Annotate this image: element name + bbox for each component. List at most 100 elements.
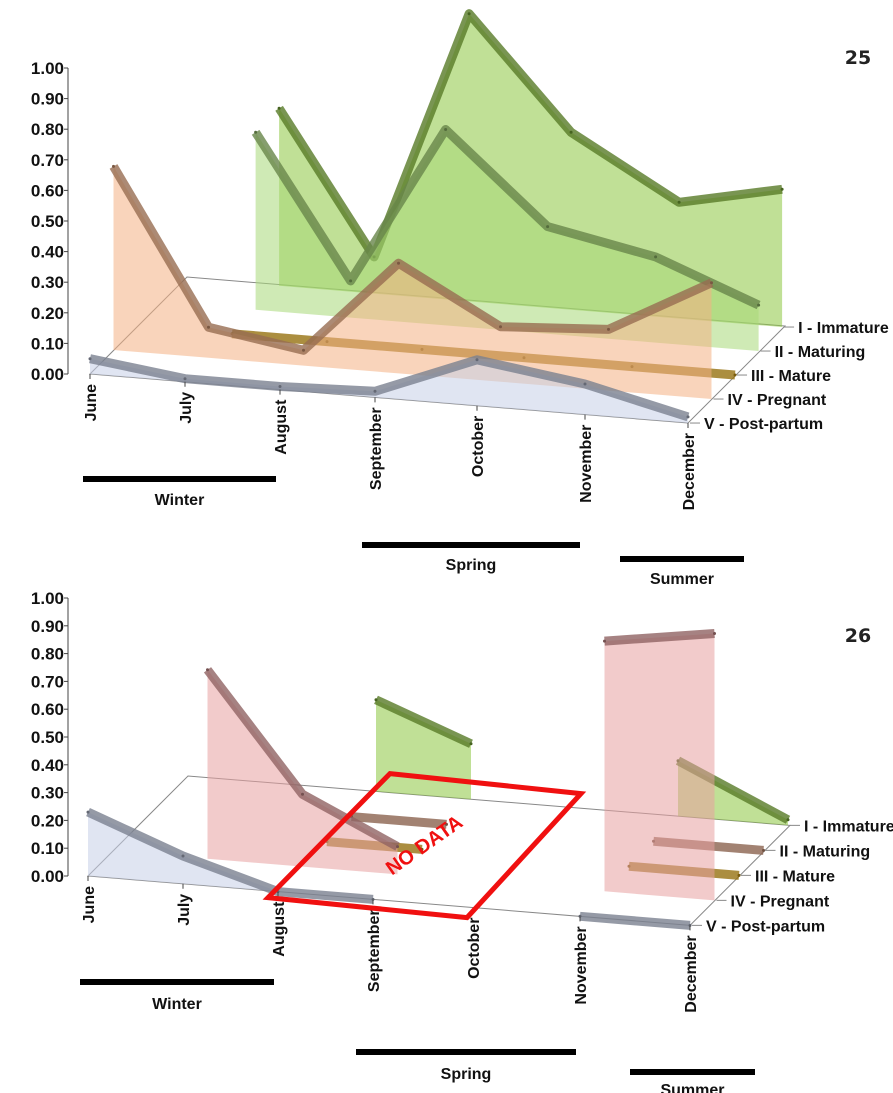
y-tick-label: 0.70 [31, 151, 64, 170]
series-line [374, 695, 473, 748]
x-tick-label: September [366, 909, 383, 992]
y-tick-label: 0.50 [31, 728, 64, 747]
x-tick-label: June [83, 384, 100, 421]
x-tick-label: November [578, 425, 595, 503]
data-point [733, 373, 737, 377]
data-point [278, 385, 282, 388]
series-label: V - Post-partum [706, 918, 825, 935]
data-point [397, 261, 400, 265]
figure-number: 25 [845, 47, 871, 69]
x-tick-label: October [466, 918, 483, 979]
season-label: Spring [446, 557, 497, 574]
data-point [686, 415, 690, 419]
data-point [603, 639, 606, 643]
data-point [578, 914, 582, 918]
data-point [786, 818, 790, 822]
x-tick-label: November [573, 926, 590, 1004]
series-line [579, 911, 691, 930]
series-5 [86, 808, 692, 930]
data-point [444, 128, 448, 131]
y-tick-label: 0.30 [31, 273, 64, 292]
data-point [301, 792, 304, 796]
x-tick-label: October [470, 416, 487, 477]
y-tick-label: 0.20 [31, 304, 64, 323]
data-point [254, 130, 258, 134]
season-label: Winter [155, 492, 205, 509]
season-label: Spring [441, 1066, 492, 1083]
data-point [112, 164, 115, 168]
data-point [374, 698, 378, 702]
series-line [604, 629, 715, 646]
y-tick-label: 0.70 [31, 672, 64, 691]
x-tick-label: December [681, 433, 698, 510]
data-point [710, 281, 713, 285]
data-point [445, 822, 448, 826]
series-4 [109, 164, 714, 399]
data-point [757, 303, 761, 307]
chart-25-svg: 0.00 0.10 0.20 0.30 0.40 0.50 0.60 0.70 0.80 0.90… [31, 9, 889, 588]
season-label: Summer [660, 1082, 724, 1093]
y-tick-label: 0.50 [31, 212, 64, 231]
y-tick-label: 0.10 [31, 839, 64, 858]
data-point [396, 845, 399, 849]
season-bar [356, 1049, 576, 1055]
series-area [88, 812, 373, 900]
data-point [181, 854, 185, 858]
x-tick-label: September [368, 407, 385, 490]
data-point [607, 327, 610, 331]
data-point [467, 12, 471, 16]
data-point [713, 632, 716, 635]
data-point [86, 810, 90, 814]
y-tick-label: 0.10 [31, 334, 64, 353]
y-tick-label: 0.90 [31, 617, 64, 636]
x-tick-label: July [178, 392, 195, 424]
y-tick-label: 1.00 [31, 59, 64, 78]
y-tick-label: 1.00 [31, 589, 64, 608]
figure-number: 26 [845, 625, 871, 647]
y-tick-label: 0.30 [31, 784, 64, 803]
series-label: V - Post-partum [704, 416, 823, 433]
data-point [475, 358, 479, 362]
series-line [351, 812, 447, 829]
series-area [604, 633, 715, 901]
series-4 [203, 629, 716, 901]
series-line [275, 9, 783, 262]
no-data-box [262, 770, 587, 921]
y-tick-label: 0.40 [31, 756, 64, 775]
series-5 [88, 354, 690, 423]
series-line [251, 125, 761, 310]
series-label: III - Mature [755, 868, 835, 885]
series-label: II - Maturing [775, 344, 866, 361]
series-label: II - Maturing [780, 843, 871, 860]
series-line [86, 808, 374, 904]
y-tick-label: 0.40 [31, 243, 64, 262]
season-bar [630, 1069, 755, 1075]
data-point [420, 847, 424, 851]
x-tick-label: August [273, 399, 290, 455]
y-tick-label: 0.80 [31, 645, 64, 664]
y-tick-label: 0.80 [31, 120, 64, 139]
data-point [207, 325, 210, 329]
series-label: I - Immature [798, 320, 889, 337]
series-label: I - Immature [804, 818, 893, 835]
season-bar [83, 476, 276, 482]
data-point [183, 377, 187, 381]
data-point [762, 848, 765, 852]
y-tick-label: 0.60 [31, 181, 64, 200]
y-tick-label: 0.00 [31, 365, 64, 384]
data-point [373, 389, 377, 393]
x-tick-label: July [176, 894, 193, 926]
chart-26-svg: 0.00 0.10 0.20 0.30 0.40 0.50 0.60 0.70 0.80 0.90… [31, 589, 893, 1093]
chart-panel-25: 0.00 0.10 0.20 0.30 0.40 0.50 0.60 0.70 0.80 0.90… [31, 9, 889, 588]
y-tick-label: 0.20 [31, 811, 64, 830]
data-point [88, 357, 92, 361]
data-point [349, 279, 353, 283]
data-point [583, 382, 587, 386]
data-point [469, 742, 473, 746]
x-tick-label: June [81, 886, 98, 923]
data-point [654, 255, 658, 259]
data-point [569, 130, 573, 134]
y-tick-label: 0.00 [31, 867, 64, 886]
chart-panel-26: 0.00 0.10 0.20 0.30 0.40 0.50 0.60 0.70 0.80 0.90… [0, 580, 893, 1093]
x-tick-label: August [271, 901, 288, 957]
